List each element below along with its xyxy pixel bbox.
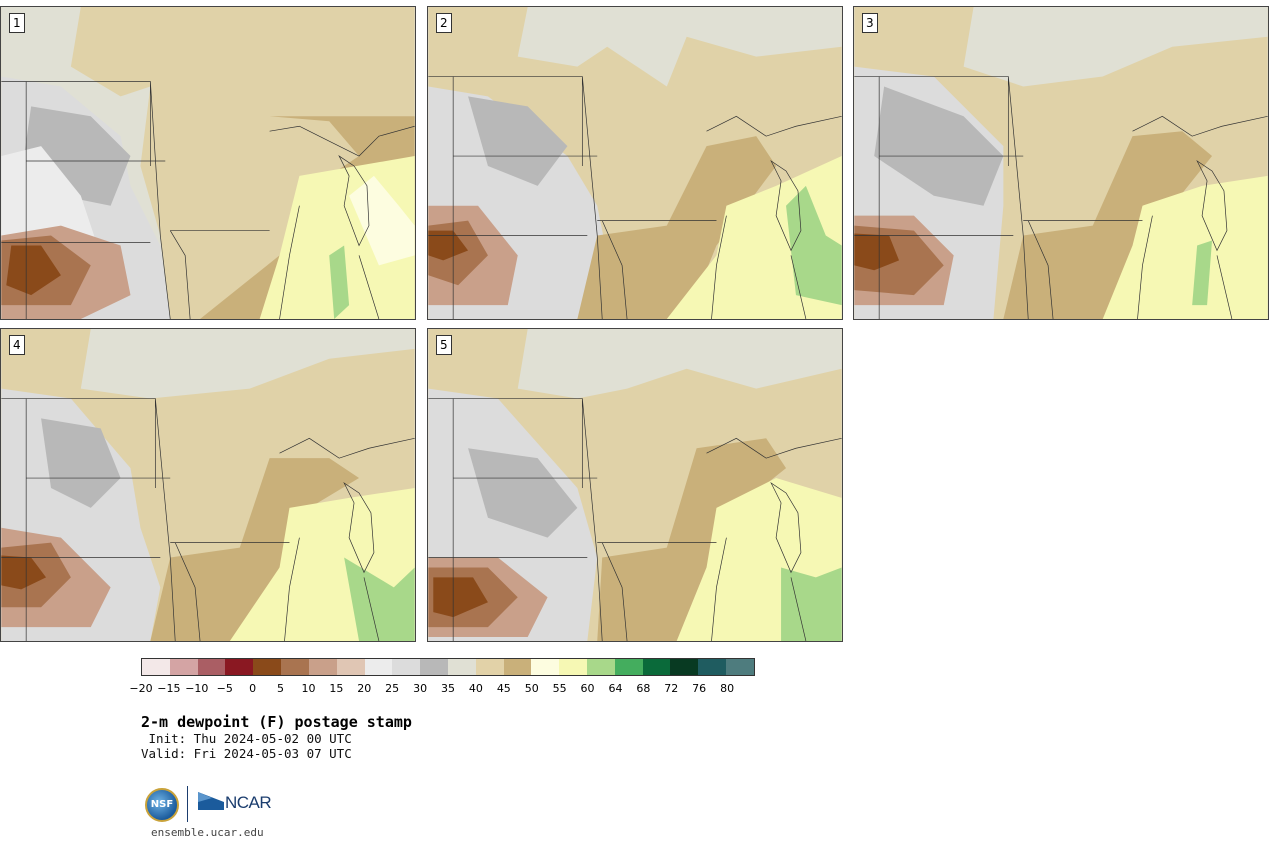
colorbar-cell: [253, 659, 282, 675]
colorbar-cell: [587, 659, 615, 675]
colorbar-cell: [475, 659, 504, 675]
colorbar-tick-label: 64: [608, 682, 623, 695]
colorbar-cell: [670, 659, 699, 675]
colorbar-cell: [559, 659, 587, 675]
init-time-text: Init: Thu 2024-05-02 00 UTC: [141, 731, 352, 746]
colorbar-tick-label: −15: [157, 682, 181, 695]
logo-divider: [187, 786, 188, 822]
colorbar-cell: [726, 659, 754, 675]
colorbar-tick-label: 45: [496, 682, 511, 695]
map-panel-2: 2: [427, 6, 843, 320]
colorbar-tick-label: 80: [720, 682, 735, 695]
colorbar-tick-label: −20: [129, 682, 153, 695]
colorbar-tick-label: −10: [185, 682, 209, 695]
colorbar-cell: [614, 659, 643, 675]
valid-time-text: Valid: Fri 2024-05-03 07 UTC: [141, 746, 352, 761]
colorbar-tick-label: 60: [580, 682, 595, 695]
dewpoint-colorbar: [141, 658, 755, 676]
map-panel-5: 5: [427, 328, 843, 642]
dewpoint-map-1: [1, 7, 415, 319]
panel-number-label: 1: [9, 13, 25, 33]
colorbar-tick-label: 55: [552, 682, 567, 695]
colorbar-cell: [420, 659, 448, 675]
colorbar-tick-label: 15: [329, 682, 344, 695]
dewpoint-map-4: [1, 329, 415, 641]
colorbar-cell: [447, 659, 476, 675]
ncar-logo-text: NCAR: [225, 793, 272, 812]
panel-number-label: 2: [436, 13, 452, 33]
colorbar-cell: [392, 659, 421, 675]
colorbar-cell: [698, 659, 727, 675]
colorbar-cell: [169, 659, 198, 675]
colorbar-tick-label: 72: [664, 682, 679, 695]
colorbar-tick-label: −5: [216, 682, 233, 695]
colorbar-cell: [364, 659, 393, 675]
colorbar-cell: [336, 659, 365, 675]
map-panel-4: 4: [0, 328, 416, 642]
colorbar-cell: [225, 659, 254, 675]
colorbar-tick-label: 10: [301, 682, 316, 695]
dewpoint-map-3: [854, 7, 1268, 319]
logo-area: NSF NCAR: [145, 786, 275, 826]
ncar-mark-icon: [198, 792, 224, 810]
colorbar-cell: [308, 659, 337, 675]
colorbar-tick-label: 0: [249, 682, 257, 695]
colorbar-tick-label: 25: [385, 682, 400, 695]
chart-title: 2-m dewpoint (F) postage stamp: [141, 713, 412, 731]
panel-number-label: 3: [862, 13, 878, 33]
dewpoint-map-2: [428, 7, 842, 319]
dewpoint-map-5: [428, 329, 842, 641]
colorbar-tick-label: 30: [413, 682, 428, 695]
colorbar-cell: [197, 659, 226, 675]
panel-number-label: 5: [436, 335, 452, 355]
colorbar-cell: [142, 659, 170, 675]
colorbar-tick-label: 35: [441, 682, 455, 695]
colorbar-tick-label: 5: [277, 682, 285, 695]
colorbar-cell: [281, 659, 309, 675]
map-panel-3: 3: [853, 6, 1269, 320]
map-panel-1: 1: [0, 6, 416, 320]
colorbar-cell: [642, 659, 671, 675]
nsf-logo: NSF: [145, 788, 179, 822]
colorbar-tick-label: 40: [468, 682, 483, 695]
colorbar-tick-labels: −20 −15 −10 −5 0 5 10 15 20 25 30 35 40 45 50 55 60 64 68 7…: [129, 682, 755, 696]
colorbar-tick-label: 76: [692, 682, 707, 695]
colorbar-tick-label: 20: [357, 682, 372, 695]
panel-number-label: 4: [9, 335, 25, 355]
site-url: ensemble.ucar.edu: [151, 826, 264, 839]
colorbar-cell: [503, 659, 532, 675]
colorbar-cell: [531, 659, 560, 675]
colorbar-tick-label: 68: [636, 682, 651, 695]
colorbar-tick-label: 50: [524, 682, 539, 695]
